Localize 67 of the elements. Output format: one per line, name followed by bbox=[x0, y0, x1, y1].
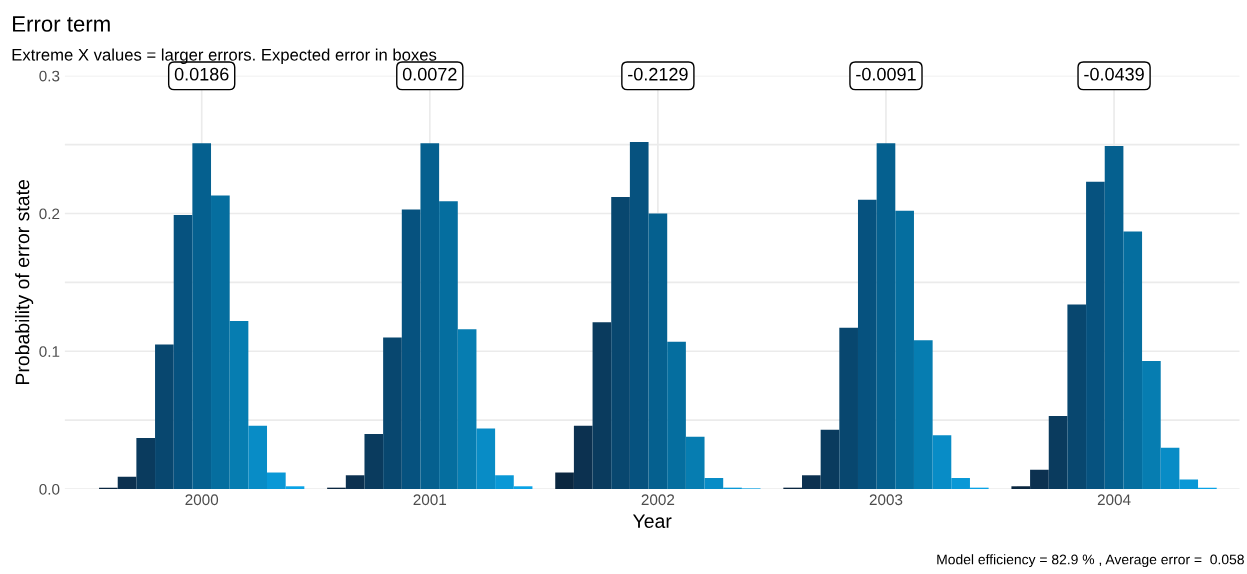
bar bbox=[1179, 479, 1199, 490]
bar bbox=[229, 320, 249, 490]
bar bbox=[1048, 416, 1068, 490]
bar bbox=[155, 344, 174, 490]
bar bbox=[192, 143, 212, 490]
chart-subtitle: Extreme X values = larger errors. Expected error in boxes bbox=[12, 48, 437, 65]
bar bbox=[1030, 469, 1049, 490]
bar bbox=[285, 486, 305, 490]
annotation: -0.0439 bbox=[1084, 67, 1144, 81]
bar bbox=[1123, 231, 1143, 490]
bar bbox=[648, 213, 668, 490]
bar bbox=[857, 199, 877, 490]
bar bbox=[364, 433, 384, 490]
x-axis-title: Year bbox=[632, 514, 672, 528]
x-tick-label: 2002 bbox=[641, 494, 675, 506]
bar bbox=[345, 475, 365, 490]
bar bbox=[439, 201, 458, 490]
bar bbox=[495, 475, 514, 490]
x-tick-label: 2000 bbox=[185, 494, 219, 506]
bar bbox=[573, 425, 593, 490]
x-tick-label: 2004 bbox=[1097, 494, 1131, 506]
y-tick-label: 0.0 bbox=[39, 483, 60, 495]
bar bbox=[401, 209, 421, 490]
annotation: 0.0186 bbox=[174, 67, 229, 81]
bar bbox=[839, 327, 858, 490]
x-tick-label: 2001 bbox=[413, 494, 447, 506]
bar bbox=[951, 478, 970, 490]
bar bbox=[802, 475, 821, 490]
bar bbox=[1067, 304, 1087, 490]
bar bbox=[136, 438, 156, 490]
bar bbox=[173, 214, 193, 490]
bar bbox=[476, 428, 496, 490]
bar bbox=[1011, 486, 1031, 490]
chart-title: Error term bbox=[13, 16, 110, 32]
bar bbox=[211, 195, 230, 490]
x-tick-label: 2003 bbox=[869, 494, 903, 506]
bar bbox=[876, 143, 896, 490]
bar bbox=[513, 486, 533, 490]
bar bbox=[117, 476, 137, 490]
y-tick-label: 0.3 bbox=[39, 70, 60, 82]
annotation: 0.0072 bbox=[402, 67, 457, 81]
bar bbox=[820, 429, 840, 490]
annotation: -0.2129 bbox=[628, 67, 688, 81]
bar bbox=[248, 425, 268, 490]
bar bbox=[1104, 146, 1124, 490]
bar bbox=[895, 210, 914, 490]
bar bbox=[629, 141, 649, 490]
text: Model efficiency = 82.9 % , Average error = 0.058 bbox=[937, 554, 1244, 568]
bar bbox=[267, 472, 286, 490]
y-tick-label: 0.1 bbox=[39, 346, 60, 357]
bar bbox=[932, 435, 952, 490]
bar bbox=[592, 322, 612, 490]
bar bbox=[685, 436, 705, 490]
bar bbox=[1142, 360, 1161, 490]
y-tick-label: 0.2 bbox=[39, 208, 60, 220]
bar bbox=[383, 337, 402, 490]
bar bbox=[913, 340, 933, 490]
y-axis-title: Probability of error state bbox=[15, 180, 34, 385]
bar bbox=[555, 472, 574, 490]
bar bbox=[1160, 447, 1180, 490]
bar bbox=[704, 478, 724, 490]
bar bbox=[611, 197, 630, 490]
bar bbox=[457, 329, 477, 490]
bar bbox=[667, 341, 686, 490]
bar bbox=[420, 143, 440, 490]
bar bbox=[1086, 181, 1105, 490]
annotation: -0.0091 bbox=[856, 67, 916, 81]
